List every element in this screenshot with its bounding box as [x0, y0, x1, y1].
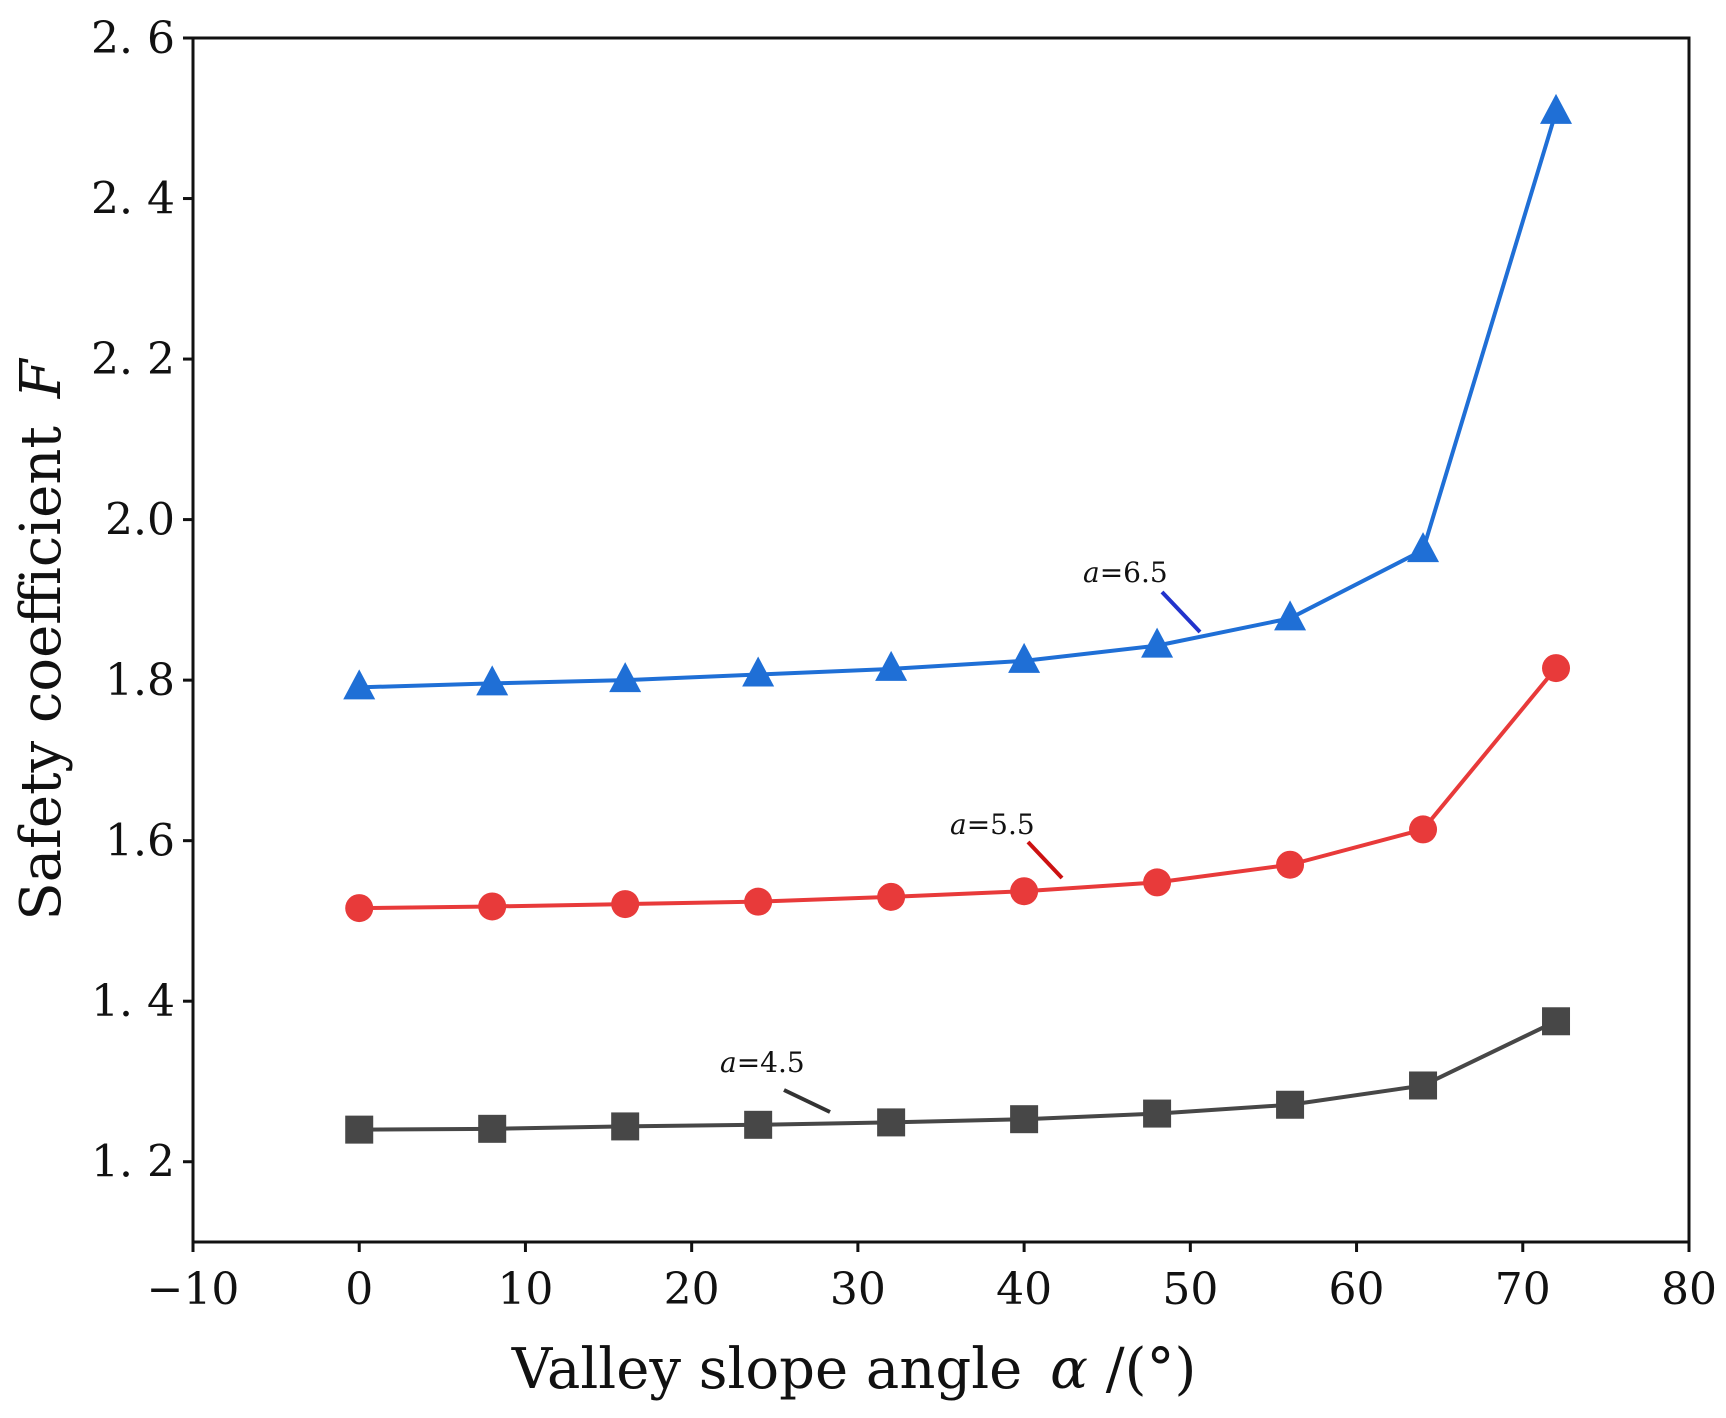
series-line — [359, 111, 1558, 690]
circle-marker — [611, 890, 640, 919]
x-tick-label: 10 — [497, 1264, 553, 1315]
series-annotation-symbol: a — [1083, 556, 1100, 589]
x-tick-label: 70 — [1495, 1264, 1551, 1315]
series-annotations: a=4.5a=5.5a=6.5 — [720, 556, 1202, 1114]
square-marker — [744, 1110, 773, 1139]
y-tick-label: 2. 6 — [91, 13, 175, 64]
square-marker — [611, 1112, 640, 1141]
series-annotation-symbol: a — [950, 808, 967, 841]
x-axis-title: Valley slope angle α /(°) — [511, 1337, 1197, 1402]
y-tick-label: 2. 2 — [91, 334, 175, 385]
series-annotation: a=4.5 — [720, 1046, 831, 1114]
plot-frame — [191, 36, 1691, 1244]
square-marker — [478, 1114, 507, 1143]
triangle-marker — [1141, 627, 1174, 658]
series-annotation-value: =6.5 — [1100, 556, 1168, 589]
series-annotation: a=6.5 — [1083, 556, 1202, 634]
triangle-marker — [609, 662, 642, 693]
series-line — [359, 666, 1558, 911]
series-annotation-label: a=6.5 — [1083, 556, 1168, 589]
series-circle — [345, 654, 1571, 923]
y-axis-title: Safety coefficient F — [9, 357, 74, 920]
triangle-marker — [1274, 600, 1307, 631]
circle-marker — [1409, 815, 1438, 844]
series-annotation-value: =5.5 — [967, 808, 1035, 841]
series-square — [345, 1007, 1571, 1144]
circle-marker — [345, 894, 374, 923]
square-marker — [1542, 1007, 1571, 1036]
triangle-marker — [1540, 93, 1573, 124]
circle-marker — [1276, 850, 1305, 879]
triangle-marker — [1008, 642, 1041, 673]
circle-marker — [1542, 654, 1571, 683]
square-marker — [1143, 1099, 1172, 1128]
square-marker — [1010, 1105, 1039, 1134]
circle-marker — [1010, 877, 1039, 906]
square-marker — [1276, 1090, 1305, 1119]
x-axis-title-text: Valley slope angle — [511, 1337, 1023, 1402]
x-tick-label: 0 — [345, 1264, 373, 1315]
triangle-marker — [476, 665, 509, 696]
triangle-marker — [343, 669, 376, 700]
square-marker — [877, 1108, 906, 1137]
series-layer — [343, 93, 1573, 1144]
x-axis-title-unit: /(°) — [1106, 1337, 1197, 1402]
square-marker — [1409, 1071, 1438, 1100]
y-axis-title-symbol: F — [9, 357, 74, 399]
series-annotation-label: a=5.5 — [950, 808, 1035, 841]
circle-marker — [1143, 868, 1172, 897]
series-annotation-symbol: a — [720, 1046, 737, 1079]
y-tick-label: 2.0 — [105, 495, 175, 546]
x-tick-label: 80 — [1661, 1264, 1717, 1315]
triangle-marker — [1407, 532, 1440, 563]
triangle-marker — [875, 650, 908, 681]
x-axis-title-symbol: α — [1050, 1337, 1088, 1402]
x-tick-label: 30 — [830, 1264, 886, 1315]
series-annotation-value: =4.5 — [737, 1046, 805, 1079]
y-axis-title-text: Safety coefficient — [9, 426, 74, 921]
y-tick-label: 1.6 — [105, 816, 175, 867]
x-tick-label: 60 — [1329, 1264, 1385, 1315]
y-axis-ticks: 1. 2 1. 4 1.6 1.8 2.0 2. 2 2. 4 2. 6 — [91, 13, 193, 1188]
series-line — [359, 1019, 1557, 1132]
circle-marker — [478, 892, 507, 921]
circle-marker — [744, 887, 773, 916]
series-annotation-label: a=4.5 — [720, 1046, 805, 1079]
triangle-marker — [742, 656, 775, 687]
series-annotation: a=5.5 — [950, 808, 1064, 880]
circle-marker — [877, 882, 906, 911]
series-annotation-leader — [1026, 840, 1064, 880]
y-tick-label: 2. 4 — [91, 174, 175, 225]
y-tick-label: 1.8 — [105, 655, 175, 706]
y-tick-label: 1. 2 — [91, 1137, 175, 1188]
square-marker — [345, 1115, 374, 1144]
series-triangle — [343, 93, 1573, 700]
series-annotation-leader — [783, 1088, 831, 1114]
y-tick-label: 1. 4 — [91, 976, 175, 1027]
series-annotation-leader — [1160, 590, 1202, 634]
x-tick-label: 50 — [1162, 1264, 1218, 1315]
x-tick-label: 20 — [664, 1264, 720, 1315]
x-tick-label: 40 — [996, 1264, 1052, 1315]
x-axis-ticks: −10 0 10 20 30 40 50 60 70 80 — [147, 1242, 1717, 1315]
x-tick-label: −10 — [147, 1264, 240, 1315]
